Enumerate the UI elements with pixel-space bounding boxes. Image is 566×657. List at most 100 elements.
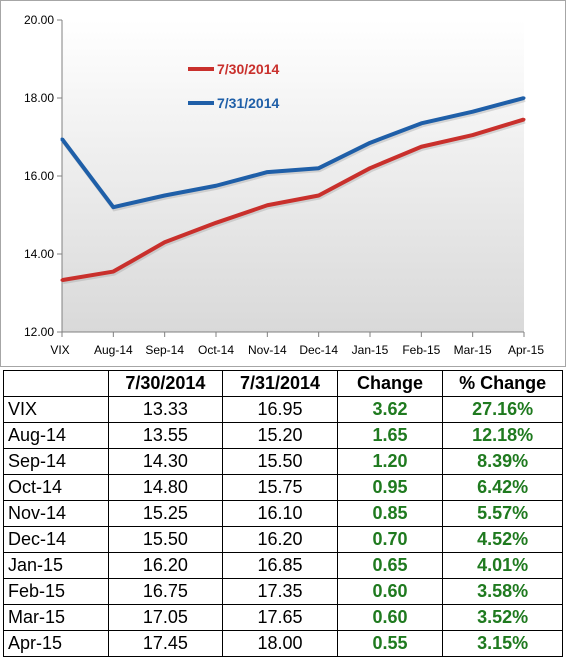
table-header-row: 7/30/2014 7/31/2014 Change% Change — [3, 370, 563, 397]
row-label-cell: Feb-15 — [3, 578, 109, 605]
change-cell: 1.65 — [336, 422, 444, 449]
x-tick-label: Apr-15 — [508, 343, 544, 357]
series-line-shadow — [61, 98, 526, 212]
x-tick-label: Nov-14 — [248, 343, 287, 357]
value-0731-cell: 16.95 — [222, 396, 338, 423]
value-0731-cell: 16.85 — [222, 552, 338, 579]
value-0730-cell: 15.50 — [107, 526, 224, 553]
table-row: Apr-15 17.45 18.00 0.55 3.15% — [3, 630, 563, 657]
series-line-shadow — [62, 119, 526, 285]
data-point — [522, 96, 526, 100]
data-point — [317, 194, 321, 197]
x-tick-label: Jan-15 — [352, 343, 389, 357]
table-row: Oct-14 14.80 15.75 0.95 6.42% — [3, 474, 563, 501]
y-tick-label: 20.00 — [24, 13, 54, 27]
row-label-cell: Oct-14 — [3, 474, 109, 501]
value-0731-cell: 15.20 — [222, 422, 338, 449]
change-cell: 0.70 — [336, 526, 444, 553]
row-label-cell: Apr-15 — [3, 630, 109, 657]
data-point — [60, 278, 64, 282]
value-0730-cell: 14.30 — [107, 448, 224, 475]
change-cell: 0.85 — [336, 500, 444, 527]
data-point — [111, 205, 115, 209]
y-tick-label: 14.00 — [24, 247, 54, 261]
table-row: Jan-15 16.20 16.85 0.65 4.01% — [3, 552, 563, 579]
legend: 7/30/2014 7/31/2014 — [188, 61, 279, 111]
table-row: Dec-14 15.50 16.20 0.70 4.52% — [3, 526, 563, 553]
value-0730-cell: 17.45 — [107, 630, 224, 657]
pct-change-cell: 4.52% — [442, 526, 563, 553]
header-cell: % Change — [442, 370, 563, 397]
value-0730-cell: 13.33 — [107, 396, 224, 423]
data-point — [368, 141, 372, 145]
value-0730-cell: 15.25 — [107, 500, 224, 527]
pct-change-cell: 3.58% — [442, 578, 563, 605]
value-0731-cell: 15.75 — [222, 474, 338, 501]
data-point — [214, 184, 218, 188]
data-point — [163, 240, 167, 244]
header-cell-blank — [3, 370, 109, 397]
table-row: Feb-15 16.75 17.35 0.60 3.58% — [3, 578, 563, 605]
row-label-cell: Dec-14 — [3, 526, 109, 553]
data-point — [522, 117, 526, 121]
line-chart: 12.00 14.00 16.00 18.00 20.00 VIX Aug-14 Sep-1… — [0, 0, 566, 368]
change-cell: 0.60 — [336, 578, 444, 605]
table-row: Mar-15 17.05 17.65 0.60 3.52% — [3, 604, 563, 631]
table-row: VIX 13.33 16.95 3.62 27.16% — [3, 396, 563, 423]
x-tick-label: Oct-14 — [198, 343, 234, 357]
data-table: 7/30/2014 7/31/2014 Change% Change VIX 13.3… — [3, 370, 563, 657]
value-0731-cell: 16.10 — [222, 500, 338, 527]
data-point — [111, 270, 115, 274]
pct-change-cell: 5.57% — [442, 500, 563, 527]
legend-label: 7/30/2014 — [217, 61, 279, 77]
data-point — [265, 170, 269, 174]
header-cell: 7/31/2014 — [222, 370, 338, 397]
change-cell: 0.60 — [336, 604, 444, 631]
pct-change-cell: 12.18% — [442, 422, 563, 449]
data-point — [214, 221, 218, 225]
series-lines — [60, 96, 526, 285]
row-label-cell: Nov-14 — [3, 500, 109, 527]
x-tick-label: Feb-15 — [402, 343, 440, 357]
y-tick-label: 12.00 — [24, 325, 54, 339]
x-tick-label: VIX — [50, 343, 69, 357]
table-row: Nov-14 15.25 16.10 0.85 5.57% — [3, 500, 563, 527]
data-point — [471, 133, 475, 137]
change-cell: 0.55 — [336, 630, 444, 657]
pct-change-cell: 3.52% — [442, 604, 563, 631]
pct-change-cell: 4.01% — [442, 552, 563, 579]
value-0730-cell: 16.75 — [107, 578, 224, 605]
header-cell: Change — [336, 370, 444, 397]
row-label-cell: VIX — [3, 396, 109, 423]
row-label-cell: Jan-15 — [3, 552, 109, 579]
chart-canvas: 12.00 14.00 16.00 18.00 20.00 VIX Aug-14 Sep-1… — [0, 0, 566, 367]
series-line-0 — [61, 117, 525, 283]
y-tick-label: 18.00 — [24, 91, 54, 105]
x-tick-label: Mar-15 — [454, 343, 492, 357]
value-0731-cell: 17.65 — [222, 604, 338, 631]
pct-change-cell: 3.15% — [442, 630, 563, 657]
table-row: Sep-14 14.30 15.50 1.20 8.39% — [3, 448, 563, 475]
x-axis: VIX Aug-14 Sep-14 Oct-14 Nov-14 Dec-14 Jan-15 F… — [50, 331, 544, 357]
data-point — [471, 110, 475, 114]
y-tick-label: 16.00 — [24, 169, 54, 183]
table-body: VIX 13.33 16.95 3.62 27.16% Aug-14 13.55 15.20 1… — [3, 396, 563, 657]
pct-change-cell: 27.16% — [442, 396, 563, 423]
value-0730-cell: 13.55 — [107, 422, 224, 449]
value-0730-cell: 17.05 — [107, 604, 224, 631]
plot-area — [62, 20, 524, 332]
header-cell: 7/30/2014 — [107, 370, 224, 397]
value-0731-cell: 17.35 — [222, 578, 338, 605]
change-cell: 1.20 — [336, 448, 444, 475]
change-cell: 0.65 — [336, 552, 444, 579]
data-point — [419, 145, 423, 149]
change-cell: 3.62 — [336, 396, 444, 423]
data-point — [60, 137, 64, 141]
table-row: Aug-14 13.55 15.20 1.65 12.18% — [3, 422, 563, 449]
y-axis: 12.00 14.00 16.00 18.00 20.00 — [24, 13, 63, 339]
value-0731-cell: 16.20 — [222, 526, 338, 553]
x-tick-label: Sep-14 — [145, 343, 184, 357]
value-0730-cell: 16.20 — [107, 552, 224, 579]
series-line-1 — [60, 96, 525, 210]
x-tick-label: Dec-14 — [299, 343, 338, 357]
